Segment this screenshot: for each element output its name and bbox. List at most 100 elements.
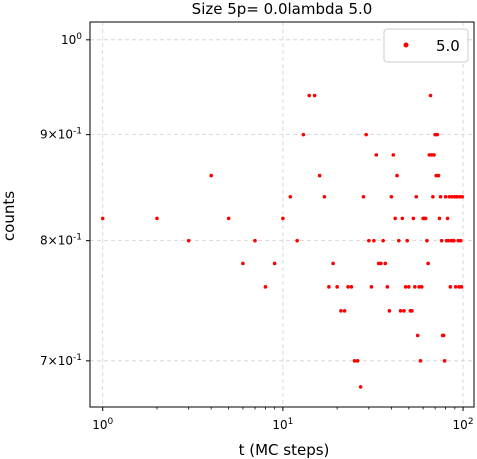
data-points xyxy=(100,93,465,389)
data-point xyxy=(403,285,408,289)
data-point xyxy=(367,238,371,243)
data-point xyxy=(443,194,448,199)
data-point xyxy=(455,194,460,199)
data-point xyxy=(448,285,453,289)
x-axis-title: t (MC steps) xyxy=(239,441,330,459)
data-point xyxy=(432,153,436,157)
data-point xyxy=(411,216,416,221)
data-point xyxy=(387,309,392,313)
data-point xyxy=(307,93,312,98)
y-axis-ticks: 100 9×10-1 8×10-1 7×10-1 xyxy=(40,32,90,368)
data-point xyxy=(436,173,441,178)
data-point xyxy=(372,238,376,243)
data-point xyxy=(446,238,451,243)
data-point xyxy=(402,309,406,313)
x-tick-label: 101 xyxy=(272,417,293,432)
data-point xyxy=(453,285,458,289)
data-point xyxy=(445,216,450,221)
data-point xyxy=(423,216,428,221)
data-point xyxy=(428,93,433,98)
data-point xyxy=(419,285,424,289)
data-point xyxy=(327,285,331,289)
x-tick-label: 100 xyxy=(92,417,113,432)
data-point xyxy=(459,285,464,289)
data-point xyxy=(391,153,396,157)
data-point xyxy=(460,194,465,199)
data-point xyxy=(418,359,423,363)
data-point xyxy=(458,238,463,243)
data-point xyxy=(226,216,231,221)
chart-title: Size 5p= 0.0lambda 5.0 xyxy=(192,0,373,18)
data-point xyxy=(405,238,410,243)
data-point xyxy=(442,359,447,363)
data-point xyxy=(415,333,420,338)
data-point xyxy=(355,359,360,363)
data-point xyxy=(155,216,159,221)
data-point xyxy=(281,216,285,221)
data-point xyxy=(447,194,452,199)
data-point xyxy=(295,238,299,243)
data-point xyxy=(410,309,414,313)
data-point xyxy=(253,238,257,243)
data-point xyxy=(374,153,379,157)
data-point xyxy=(322,194,327,199)
data-point xyxy=(335,285,339,289)
y-tick-label: 100 xyxy=(61,32,82,47)
data-point xyxy=(426,261,430,266)
data-point xyxy=(397,238,401,243)
data-point xyxy=(361,194,366,199)
plot-frame xyxy=(89,21,475,408)
data-point xyxy=(417,285,421,289)
data-point xyxy=(263,285,268,289)
grid xyxy=(90,22,474,407)
data-point xyxy=(398,309,403,313)
y-tick-label: 8×10-1 xyxy=(40,233,82,248)
data-point xyxy=(393,216,397,221)
data-point xyxy=(413,285,417,289)
data-point xyxy=(317,173,322,178)
data-point xyxy=(441,333,446,338)
data-point xyxy=(346,285,350,289)
data-point xyxy=(437,216,442,221)
data-point xyxy=(349,285,354,289)
legend: 5.0 xyxy=(383,28,469,63)
data-point xyxy=(186,238,191,243)
data-point xyxy=(352,359,357,363)
data-point xyxy=(272,261,277,266)
data-point xyxy=(425,238,429,243)
data-point xyxy=(381,238,385,243)
data-point xyxy=(288,194,293,199)
x-tick-label: 102 xyxy=(453,417,474,432)
data-point xyxy=(358,385,363,389)
data-point xyxy=(414,194,419,199)
data-point xyxy=(383,261,388,266)
data-point xyxy=(312,93,317,98)
data-point xyxy=(400,216,405,221)
legend-box xyxy=(383,28,469,63)
data-point xyxy=(342,309,347,313)
data-point xyxy=(209,173,213,178)
data-point xyxy=(379,261,383,266)
data-point xyxy=(407,285,411,289)
y-tick-label: 7×10-1 xyxy=(40,353,82,368)
data-point xyxy=(395,173,399,178)
data-point xyxy=(364,132,369,137)
data-point xyxy=(431,194,435,199)
data-point xyxy=(241,261,245,266)
data-point xyxy=(438,194,443,199)
y-axis-title: counts xyxy=(0,191,18,241)
y-tick-label: 9×10-1 xyxy=(40,127,82,142)
legend-label: 5.0 xyxy=(436,37,460,55)
legend-marker xyxy=(403,42,409,48)
data-point xyxy=(435,132,440,137)
data-point xyxy=(331,261,335,266)
data-point xyxy=(385,285,390,289)
data-point xyxy=(439,238,444,243)
data-point xyxy=(369,285,374,289)
data-point xyxy=(301,132,306,137)
x-axis-ticks: 100 101 102 xyxy=(92,407,474,432)
data-point xyxy=(389,194,394,199)
data-point xyxy=(452,238,456,243)
